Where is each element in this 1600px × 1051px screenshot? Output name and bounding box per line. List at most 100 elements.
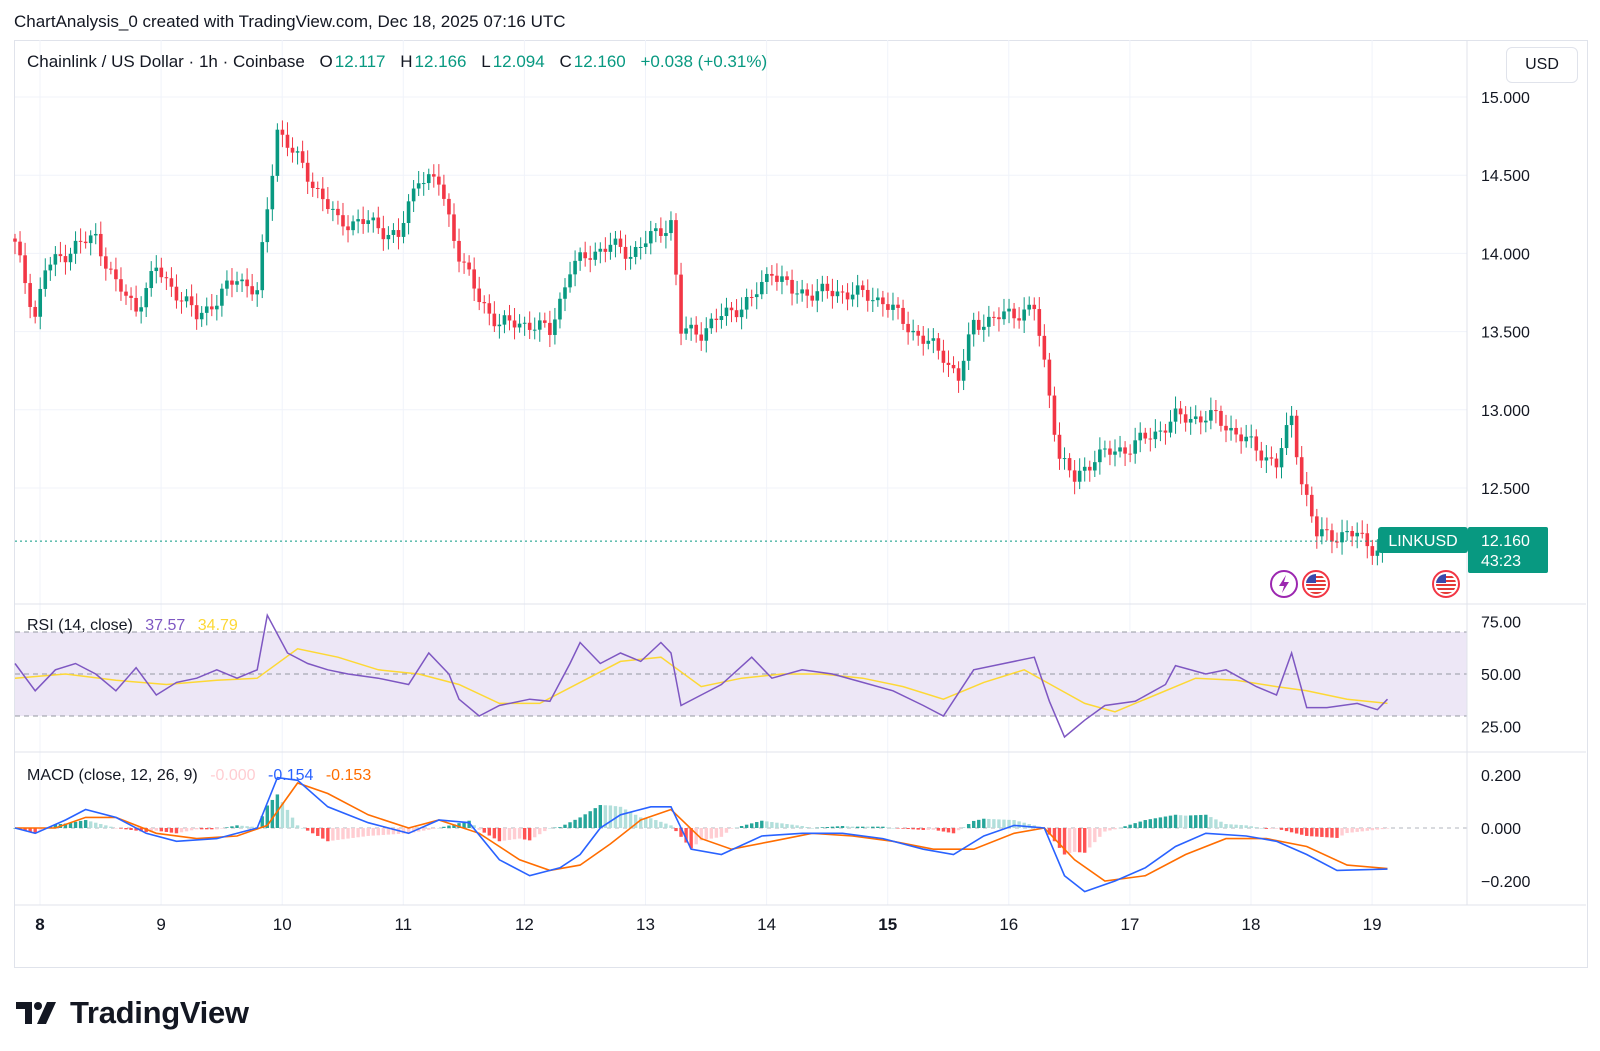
candle-body	[598, 248, 603, 252]
candle-body	[1148, 438, 1153, 440]
candle-body	[33, 306, 37, 317]
candle-body	[109, 268, 113, 270]
macd-hist-bar	[235, 825, 239, 828]
macd-hist-bar	[1047, 828, 1052, 835]
macd-hist-bar	[28, 828, 32, 832]
candle-body	[588, 258, 593, 260]
brand[interactable]: TradingView	[16, 995, 249, 1031]
candle-body	[835, 291, 840, 297]
macd-hist-bar	[154, 828, 158, 831]
price-axis: 15.000 14.500 14.000 13.500 13.000 12.500	[1481, 90, 1530, 498]
macd-hist-bar	[669, 825, 673, 828]
macd-hist-bar	[245, 826, 249, 828]
candle-body	[870, 300, 875, 302]
macd-hist-bar	[23, 828, 27, 831]
rsi-legend[interactable]: RSI (14, close) 37.57 34.79	[27, 617, 238, 635]
lightning-icon[interactable]	[1270, 570, 1298, 598]
macd-hist-bar	[1340, 828, 1344, 836]
candle-body	[1289, 415, 1294, 426]
macd-hist-bar	[427, 828, 431, 830]
candle-body	[775, 275, 779, 282]
candle-body	[371, 217, 376, 221]
time-tick-label: 17	[1120, 915, 1139, 934]
macd-hist-bar	[1219, 821, 1223, 828]
rsi-tick-label: 50.00	[1481, 667, 1521, 684]
candle-body	[457, 240, 461, 262]
macd-hist-bar	[724, 828, 729, 833]
candle-body	[331, 208, 335, 210]
candle-body	[1244, 436, 1248, 442]
candle-body	[1118, 447, 1122, 452]
macd-hist-bar	[1385, 828, 1390, 829]
macd-hist-bar	[452, 824, 456, 828]
candle-body	[906, 323, 910, 333]
candle-body	[1012, 308, 1016, 319]
symbol-title[interactable]: Chainlink / US Dollar · 1h · Coinbase	[27, 52, 305, 71]
macd-hist-bar	[381, 828, 386, 835]
candle-body	[28, 283, 32, 307]
candle-body	[654, 228, 658, 232]
candle-body	[765, 273, 769, 282]
candle-body	[770, 273, 774, 276]
macd-hist-bar	[517, 828, 522, 839]
candle-body	[401, 223, 406, 237]
candle-body	[714, 318, 719, 321]
macd-hist-bar	[174, 828, 179, 834]
macd-hist-bar	[169, 828, 174, 833]
macd-hist-bar	[1224, 824, 1228, 828]
candle-body	[759, 281, 764, 295]
macd-hist-bar	[295, 825, 300, 828]
macd-hist-bar	[1254, 827, 1258, 828]
macd-hist-bar	[835, 826, 840, 828]
candle-body	[987, 316, 991, 327]
candle-body	[643, 243, 648, 247]
candle-body	[1315, 516, 1319, 537]
candle-body	[83, 241, 88, 244]
candle-body	[462, 261, 466, 263]
candle-body	[1193, 416, 1198, 419]
candle-body	[1229, 427, 1233, 431]
candle-body	[1320, 529, 1324, 537]
macd-hist-bar	[437, 828, 441, 829]
candle-body	[134, 297, 138, 312]
macd-hist-bar	[1335, 828, 1339, 838]
time-tick-label: 11	[394, 915, 412, 934]
candle-body	[669, 220, 673, 234]
candle-body	[386, 234, 391, 240]
macd-hist-bar	[422, 828, 426, 831]
macd-hist-bar	[280, 802, 285, 828]
candle-body	[553, 319, 557, 335]
candle-body	[159, 267, 164, 278]
candle-body	[361, 219, 365, 224]
macd-hist-bar	[467, 820, 471, 828]
macd-legend[interactable]: MACD (close, 12, 26, 9) -0.000 -0.154 -0…	[27, 767, 371, 785]
candle-body	[1047, 359, 1052, 396]
candle-body	[1082, 466, 1087, 471]
us-flag-icon[interactable]	[1432, 570, 1460, 598]
macd-hist-bar	[1289, 828, 1294, 833]
macd-hist-bar	[300, 828, 305, 829]
candle-body	[850, 294, 855, 300]
us-flag-icon[interactable]	[1302, 570, 1330, 598]
price-tick-label: 15.000	[1481, 90, 1530, 107]
price-tag-countdown: 43:23	[1481, 553, 1521, 570]
currency-button[interactable]: USD	[1506, 47, 1578, 83]
open-label: O	[319, 52, 333, 71]
macd-hist-bar	[311, 828, 315, 834]
macd-hist-bar	[1188, 815, 1193, 828]
macd-hist-bar	[618, 806, 623, 828]
macd-hist-bar	[1380, 828, 1385, 830]
candle-body	[578, 252, 582, 261]
candle-body	[18, 241, 22, 256]
time-tick-label: 16	[999, 915, 1018, 934]
high-value: 12.166	[414, 52, 467, 71]
macd-hist-bar	[543, 828, 547, 832]
rsi-legend-title: RSI (14, close)	[27, 617, 133, 634]
macd-hist-bar	[987, 818, 991, 828]
candle-body	[502, 315, 507, 325]
candle-body	[154, 267, 159, 272]
candle-body	[1032, 304, 1037, 310]
macd-hist-bar	[507, 828, 512, 840]
macd-hist-bar	[104, 825, 108, 828]
